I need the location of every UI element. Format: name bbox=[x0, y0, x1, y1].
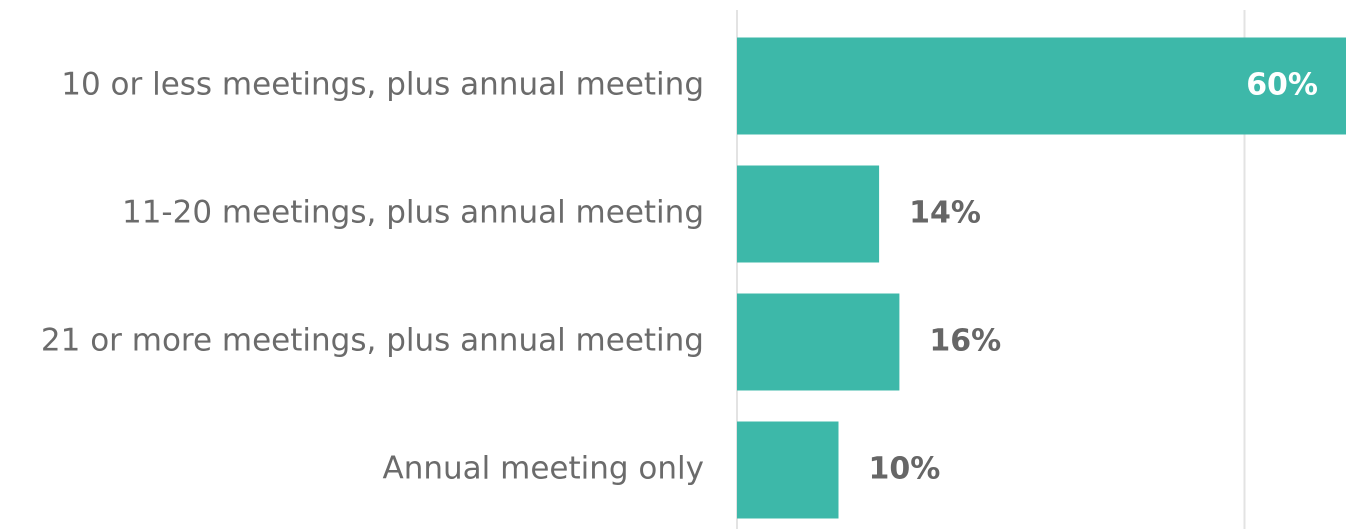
bar bbox=[737, 421, 839, 519]
category-label: 21 or more meetings, plus annual meeting bbox=[41, 323, 704, 359]
value-label: 60% bbox=[1246, 68, 1318, 103]
value-label: 16% bbox=[929, 324, 1001, 359]
bar bbox=[737, 293, 900, 391]
value-label: 10% bbox=[869, 452, 941, 487]
category-label: Annual meeting only bbox=[383, 451, 704, 487]
category-label: 10 or less meetings, plus annual meeting bbox=[61, 67, 704, 103]
bar bbox=[737, 37, 1346, 135]
bar bbox=[737, 165, 880, 263]
category-label: 11-20 meetings, plus annual meeting bbox=[122, 195, 704, 231]
value-label: 14% bbox=[909, 196, 981, 231]
